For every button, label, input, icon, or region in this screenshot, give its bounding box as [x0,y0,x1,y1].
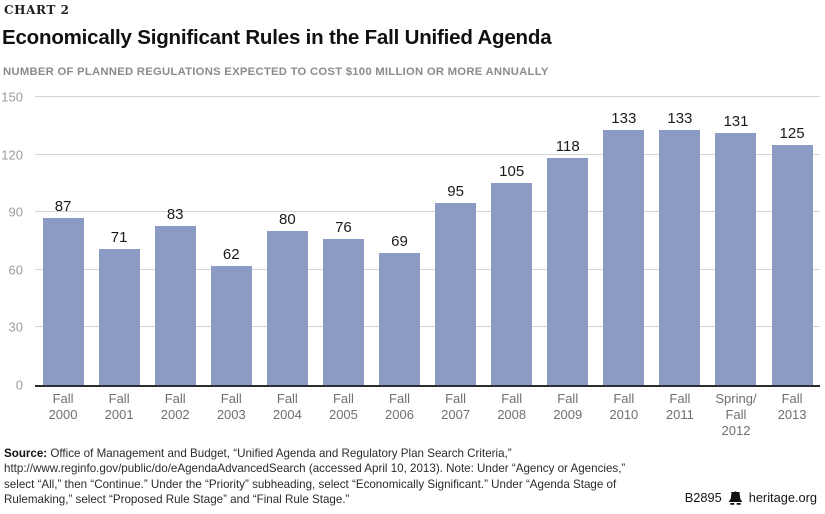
bar-value-label: 69 [391,232,408,250]
x-axis-label: Fall 2003 [216,391,246,422]
y-tick-label: 150 [1,89,23,105]
bar-group: 118 [540,97,596,385]
bar-group: 133 [596,97,652,385]
brand-domain: heritage.org [748,490,817,505]
chart-kicker: CHART 2 [4,3,70,17]
bar [322,239,364,385]
x-axis-label: Fall 2013 [777,391,807,422]
x-axis-label: Fall 2010 [609,391,639,422]
bar-group: 125 [764,97,820,385]
bar [154,225,196,385]
x-axis-label: Spring/ Fall 2012 [715,391,757,438]
bar-value-label: 95 [447,182,464,200]
y-tick-label: 30 [8,319,23,335]
bar-group: 133 [652,97,708,385]
x-axis-label: Fall 2002 [160,391,190,422]
source-text: Office of Management and Budget, “Unifie… [4,447,626,507]
bar-group: 83 [147,97,203,385]
bar-value-label: 133 [611,109,637,127]
bar-value-label: 83 [166,205,184,223]
x-axis-label: Fall 2009 [553,391,583,422]
gridline [35,326,820,328]
bar [715,133,757,385]
bar-value-label: 76 [335,219,352,237]
gridline [35,211,820,213]
gridline [35,96,820,97]
bar-group: 105 [484,97,540,385]
bar-value-label: 80 [279,211,296,229]
bar [98,248,140,385]
y-tick-label: 0 [15,377,23,393]
x-axis-label: Fall 2004 [272,391,302,422]
bar-value-label: 131 [723,113,749,131]
x-axis-label: Fall 2008 [497,391,527,422]
bar-value-label: 125 [779,125,805,142]
x-axis-labels: Fall 2000 Fall 2001 Fall 2002 Fall 2003 Fall… [35,391,820,439]
y-tick-label: 60 [8,262,23,278]
y-tick-label: 90 [8,204,23,220]
bar [603,129,645,385]
gridline [35,153,820,155]
bar [547,158,589,385]
bar-value-label: 133 [667,109,693,127]
chart-title: Economically Significant Rules in the Fa… [2,26,552,49]
bar-value-label: 71 [110,228,128,246]
source-note: Source: Office of Management and Budget,… [4,446,632,508]
bar-group: 95 [428,97,484,385]
chart-subtitle: NUMBER OF PLANNED REGULATIONS EXPECTED T… [3,66,549,78]
gridline [35,268,820,270]
bar [771,145,813,385]
plot-area: 87 71 83 62 80 76 69 95 105 118 133 133 131 125 [35,96,820,387]
x-axis-label: Fall 2007 [441,391,471,422]
bar-value-label: 118 [555,138,580,156]
bar [659,129,701,385]
liberty-bell-icon [728,490,743,505]
bar [42,217,84,385]
bar [491,183,533,385]
y-axis: 0 30 60 90 120 150 [0,90,27,393]
bar-group: 62 [203,97,259,385]
bar-value-label: 105 [499,163,525,181]
bar-series: 87 71 83 62 80 76 69 95 105 118 133 133 131 125 [35,97,820,385]
bar-group: 131 [708,97,764,385]
bar-value-label: 62 [222,245,240,263]
bar-group: 69 [371,97,427,385]
bar [210,265,252,385]
x-axis-line [35,385,820,387]
bar [379,252,420,385]
bar-group: 87 [35,97,91,385]
x-axis-label: Fall 2001 [104,391,134,422]
x-axis-label: Fall 2005 [328,391,358,422]
y-tick-label: 120 [1,147,23,163]
brand-footer: B2895 heritage.org [685,490,817,505]
x-axis-label: Fall 2006 [385,391,414,422]
bar-group: 71 [91,97,147,385]
bar [266,231,308,385]
bar-group: 80 [259,97,315,385]
x-axis-label: Fall 2011 [665,391,694,422]
source-label: Source: [4,447,48,460]
report-id: B2895 [684,490,722,505]
bar-value-label: 87 [54,197,72,215]
bar [435,202,477,385]
x-axis-label: Fall 2000 [48,391,78,422]
bar-group: 76 [315,97,371,385]
